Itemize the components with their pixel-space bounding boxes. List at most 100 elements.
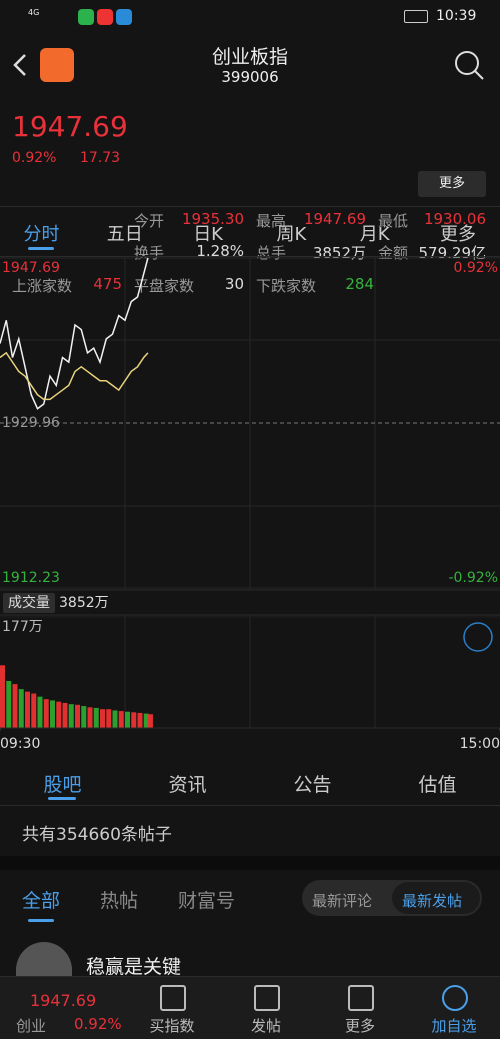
volume-bar (12, 684, 18, 728)
section (0, 756, 500, 856)
y2-tick-label: 0.92% (454, 260, 498, 276)
volume-bar (0, 665, 5, 728)
volume-bar (147, 714, 153, 728)
stat-label: 今开 (134, 212, 165, 230)
bottom-icon (254, 985, 280, 1011)
section-tab[interactable]: 资讯 (168, 774, 207, 796)
breadth-label: 上涨家数 (12, 277, 73, 295)
app-icon (116, 9, 132, 25)
chart-tab[interactable]: 分时 (23, 224, 60, 245)
volume-bar (31, 693, 37, 728)
y2-tick-label: -0.92% (448, 570, 498, 586)
sort-button[interactable]: 最新评论 (312, 892, 373, 910)
divider (0, 805, 500, 806)
y-tick-label: 1947.69 (2, 260, 60, 276)
stat-value: 1935.30 (181, 210, 244, 228)
stat-value: 1930.06 (423, 210, 486, 228)
post-author: 稳赢是关键 (86, 956, 182, 978)
volume-bar (50, 700, 55, 728)
volume-bar (62, 702, 68, 728)
y-tick-label: 1929.96 (2, 415, 60, 431)
more-button[interactable]: 更多 (418, 171, 486, 197)
filter-tab[interactable]: 全部 (22, 890, 61, 912)
tab-indicator (28, 919, 54, 922)
bottom-change-pct: 0.92% (74, 1015, 122, 1033)
divider (0, 206, 500, 207)
volume-bar (81, 706, 87, 728)
breadth-value: 475 (93, 275, 122, 293)
stat-label: 最低 (378, 212, 409, 230)
volume-chip (3, 593, 55, 613)
volume-bar (112, 710, 118, 728)
volume-bar (75, 704, 80, 728)
sort-button[interactable]: 最新发帖 (402, 892, 463, 910)
volume-bar (106, 709, 112, 728)
chart: 1947.69 1929.96 1912.23 0.92% -0.92% 成交量 3852万… (0, 256, 500, 752)
chart-tab[interactable]: 五日 (106, 224, 143, 245)
volume-bar (118, 711, 124, 728)
change: 17.73 (80, 150, 121, 166)
volume-bar (131, 712, 137, 728)
stat-value: 1.28% (196, 242, 244, 260)
section-tab[interactable]: 估值 (418, 774, 457, 796)
bottom-button[interactable]: 更多 (344, 1017, 375, 1035)
x-tick-label: 09:30 (0, 736, 40, 752)
volume-bar (87, 707, 93, 728)
volume-bar (68, 704, 74, 728)
section-tab[interactable]: 股吧 (43, 774, 82, 796)
chart-tab[interactable]: 月K (359, 224, 390, 245)
battery (404, 10, 428, 23)
y-tick-label: 177万 (2, 619, 43, 635)
volume-title: 成交量 (8, 594, 50, 611)
header: 创业板指 399006 (0, 34, 500, 96)
chart-tab[interactable]: 周K (276, 224, 307, 245)
volume-bar (18, 689, 24, 728)
series-line (0, 257, 149, 410)
tab-indicator (48, 797, 76, 800)
filter-tab[interactable]: 热帖 (100, 890, 139, 912)
chart-tab[interactable]: 更多 (440, 224, 476, 245)
bottom-button[interactable]: 发帖 (250, 1017, 281, 1035)
volume-bar (93, 707, 99, 728)
bottom-button[interactable]: 加自选 (431, 1017, 477, 1035)
bottom-name: 创业 (16, 1017, 47, 1035)
volume-bar (125, 711, 130, 728)
post-count: 共有354660条帖子 (22, 825, 172, 845)
bottom-price: 1947.69 (30, 991, 97, 1010)
clock: 10:39 (436, 8, 477, 24)
filter-tab[interactable]: 财富号 (178, 890, 236, 912)
spacer (0, 856, 500, 870)
bottom-button[interactable]: 买指数 (149, 1017, 195, 1035)
search-button[interactable] (452, 48, 486, 82)
tab-indicator (28, 247, 54, 250)
volume-bar (143, 713, 149, 728)
x-tick-label: 15:00 (460, 736, 500, 752)
logo (40, 48, 74, 82)
bottom-icon (442, 985, 468, 1011)
section-tab[interactable]: 公告 (293, 774, 332, 796)
back-button[interactable] (10, 52, 30, 78)
stat-label: 最高 (256, 212, 287, 230)
breadth-label: 平盘家数 (134, 277, 195, 295)
bottom-bar: 1947.69 创业 0.92% 买指数 发帖 更多 加自选 (0, 976, 500, 1039)
volume-bar (137, 712, 143, 728)
stat-value: 1947.69 (303, 210, 366, 228)
volume-bar (6, 680, 12, 728)
volume-bar (25, 691, 30, 728)
breadth-value: 30 (224, 275, 244, 293)
title: 创业板指 (211, 46, 288, 68)
app-icon (97, 9, 113, 25)
code: 399006 (221, 68, 279, 86)
breadth-label: 下跌家数 (256, 277, 317, 295)
network: 4G (28, 8, 40, 17)
volume-bar (37, 696, 43, 728)
chart-tab[interactable]: 日K (193, 224, 223, 245)
breadth-value: 284 (345, 275, 374, 293)
volume-bar (56, 701, 62, 728)
expand-button[interactable] (463, 622, 493, 652)
volume-total: 3852万 (59, 595, 109, 611)
quote-panel: 1947.69 0.92% 17.73 今开 1935.30 最高 1947.69 最低… (0, 100, 500, 295)
status-bar: 4G 10:39 (0, 0, 500, 34)
y-tick-label: 1912.23 (2, 570, 60, 586)
